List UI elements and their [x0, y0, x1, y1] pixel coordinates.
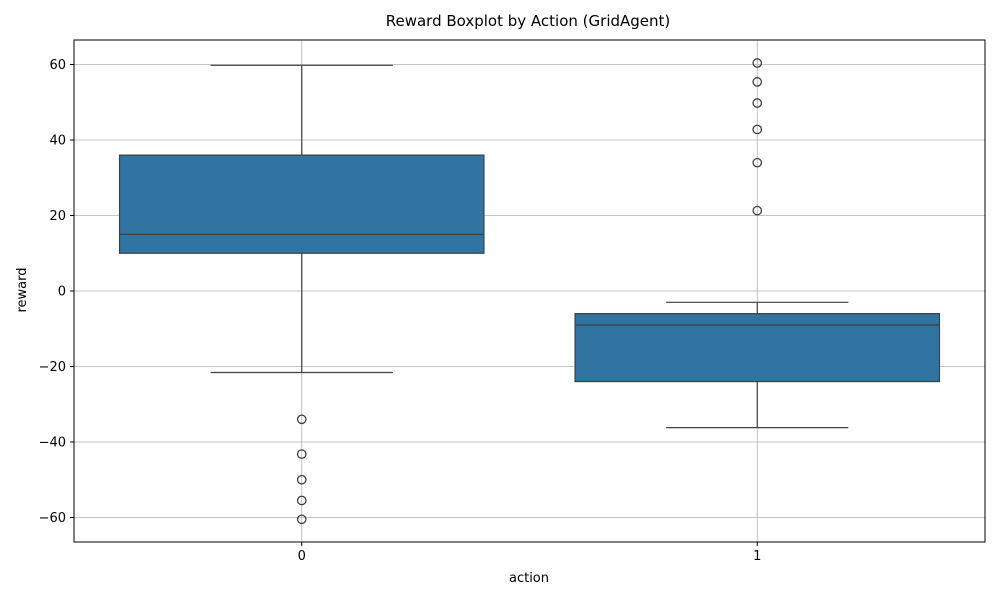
y-tick-label: −20 — [39, 360, 66, 375]
tick-layer: −60 −40 −20 0 20 40 60 0 1 — [39, 58, 762, 564]
y-tick-label: 60 — [49, 58, 66, 73]
iqr-box — [574, 313, 941, 383]
y-tick-label: 40 — [49, 134, 66, 149]
box-group-0 — [118, 64, 485, 525]
outlier-point — [296, 414, 307, 425]
y-tick-label: 0 — [58, 285, 66, 300]
outlier-point — [296, 449, 307, 459]
x-tick-label: 1 — [753, 549, 761, 564]
iqr-box — [118, 154, 485, 254]
outlier-point — [752, 124, 763, 135]
box-layer — [118, 58, 941, 525]
box-group-1 — [574, 58, 941, 429]
x-tick-label: 0 — [298, 549, 306, 564]
outlier-point — [296, 474, 307, 485]
y-tick-label: −60 — [39, 511, 66, 526]
chart-title: Reward Boxplot by Action (GridAgent) — [386, 12, 671, 30]
outlier-point — [752, 157, 763, 168]
outlier-point — [296, 495, 307, 506]
outlier-point — [752, 77, 763, 87]
outlier-point — [752, 98, 763, 108]
x-axis-label: action — [509, 571, 549, 586]
outlier-point — [296, 514, 307, 525]
y-tick-label: 20 — [49, 209, 66, 224]
outlier-point — [752, 205, 763, 216]
outlier-point — [752, 58, 763, 68]
grid-layer — [74, 40, 985, 542]
plot-frame — [73, 39, 986, 543]
y-tick-label: −40 — [39, 435, 66, 450]
y-axis-label: reward — [15, 267, 30, 312]
